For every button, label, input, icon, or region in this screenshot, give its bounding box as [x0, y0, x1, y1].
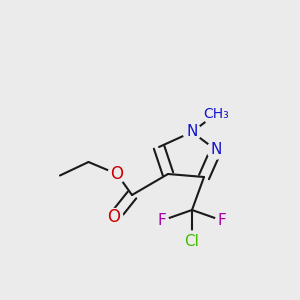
Text: N: N — [210, 142, 222, 158]
Text: CH₃: CH₃ — [203, 107, 229, 121]
Circle shape — [182, 231, 203, 252]
Text: Cl: Cl — [184, 234, 200, 249]
Text: O: O — [107, 208, 121, 226]
Text: O: O — [110, 165, 124, 183]
Circle shape — [183, 123, 201, 141]
Circle shape — [108, 165, 126, 183]
Circle shape — [203, 101, 229, 127]
Text: F: F — [218, 213, 226, 228]
Circle shape — [105, 208, 123, 226]
Circle shape — [207, 141, 225, 159]
Text: F: F — [158, 213, 166, 228]
Circle shape — [155, 214, 169, 227]
Circle shape — [215, 214, 229, 227]
Text: N: N — [186, 124, 198, 140]
